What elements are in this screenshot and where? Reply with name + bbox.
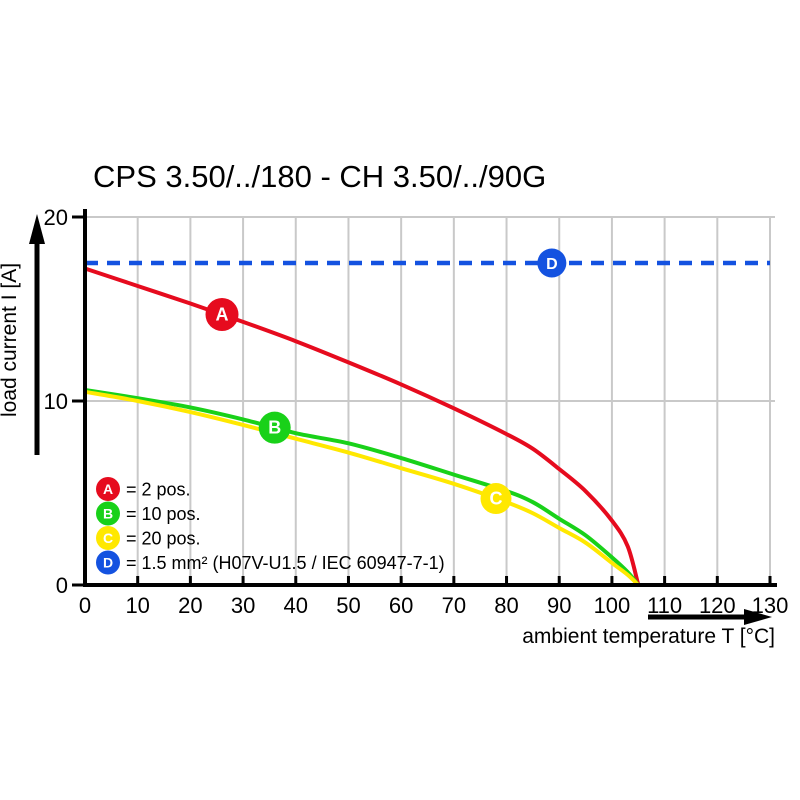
y-tick-label-20: 20 bbox=[44, 205, 68, 230]
y-axis-label: load current I [A] bbox=[0, 263, 21, 417]
legend-marker-letter-D: D bbox=[103, 555, 113, 571]
curve-A bbox=[84, 266, 641, 586]
legend-marker-C-icon bbox=[96, 526, 120, 550]
legend-label-A: = 2 pos. bbox=[126, 480, 191, 500]
x-tick-label-40: 40 bbox=[284, 593, 308, 618]
x-tick-label-110: 110 bbox=[647, 593, 682, 618]
x-tick-label-90: 90 bbox=[547, 593, 571, 618]
legend: A = 2 pos. B = 10 pos. C = 20 pos. D = 1.5 mm² … bbox=[96, 477, 445, 575]
legend-item-B: B = 10 pos. bbox=[96, 501, 201, 526]
x-tick-label-60: 60 bbox=[389, 593, 413, 618]
x-tick-label-80: 80 bbox=[494, 593, 518, 618]
x-tick-label-10: 10 bbox=[125, 593, 149, 618]
legend-marker-D-icon bbox=[96, 550, 120, 575]
x-axis-arrow bbox=[648, 609, 772, 625]
curve-marker-letter-D: D bbox=[546, 256, 558, 273]
y-axis-arrowhead-icon bbox=[29, 214, 45, 244]
y-tick-label-10: 10 bbox=[44, 389, 68, 414]
legend-label-B: = 10 pos. bbox=[126, 504, 201, 524]
curve-B bbox=[84, 387, 640, 587]
legend-item-D: D = 1.5 mm² (H07V-U1.5 / IEC 60947-7-1) bbox=[96, 550, 445, 575]
x-axis-arrowhead-icon bbox=[744, 609, 772, 625]
curves bbox=[84, 260, 770, 587]
y-axis-arrow bbox=[29, 214, 45, 455]
legend-label-D: = 1.5 mm² (H07V-U1.5 / IEC 60947-7-1) bbox=[126, 553, 445, 573]
x-tick-label-0: 0 bbox=[79, 593, 91, 618]
curve-marker-letter-C: C bbox=[490, 489, 503, 509]
legend-label-C: = 20 pos. bbox=[126, 529, 201, 549]
legend-marker-letter-B: B bbox=[103, 506, 113, 522]
legend-marker-B-icon bbox=[96, 501, 120, 526]
y-tick-label-0: 0 bbox=[56, 573, 68, 598]
x-tick-label-50: 50 bbox=[336, 593, 360, 618]
x-tick-label-20: 20 bbox=[178, 593, 202, 618]
curve-marker-B bbox=[258, 411, 291, 444]
legend-marker-A-icon bbox=[96, 477, 120, 501]
curve-markers: A B C D bbox=[205, 248, 567, 515]
legend-marker-letter-C: C bbox=[103, 530, 113, 546]
chart-title: CPS 3.50/../180 - CH 3.50/../90G bbox=[93, 159, 546, 194]
curve-marker-A bbox=[205, 298, 239, 332]
legend-marker-letter-A: A bbox=[103, 481, 113, 497]
x-tick-label-120: 120 bbox=[699, 593, 736, 618]
legend-item-C: C = 20 pos. bbox=[96, 526, 201, 550]
curve-marker-letter-A: A bbox=[216, 305, 229, 325]
gridlines bbox=[85, 216, 775, 585]
curve-C bbox=[84, 389, 640, 587]
curve-marker-D bbox=[537, 248, 567, 278]
axis-ticks bbox=[72, 215, 772, 587]
legend-item-A: A = 2 pos. bbox=[96, 477, 191, 501]
x-tick-label-70: 70 bbox=[442, 593, 466, 618]
x-tick-label-30: 30 bbox=[231, 593, 255, 618]
x-axis-label: ambient temperature T [°C] bbox=[522, 625, 775, 648]
curve-marker-C bbox=[480, 483, 512, 515]
curve-marker-letter-B: B bbox=[268, 418, 281, 438]
x-tick-label-100: 100 bbox=[594, 593, 631, 618]
